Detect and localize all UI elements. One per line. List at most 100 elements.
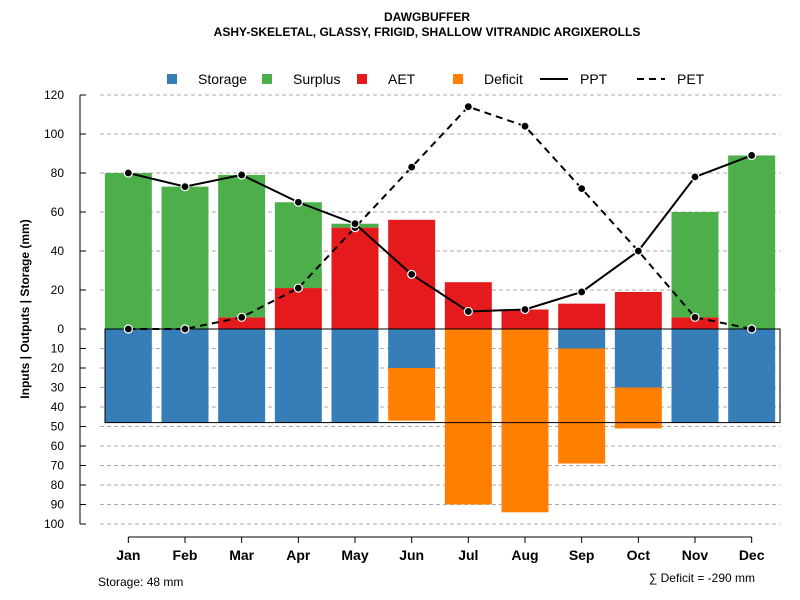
aet-bar <box>444 282 492 329</box>
storage-bar <box>671 329 719 423</box>
chart-title: DAWGBUFFER <box>384 10 470 24</box>
storage-bar <box>104 329 152 423</box>
x-tick-label: Feb <box>173 547 198 563</box>
y-tick-label: 120 <box>44 88 64 102</box>
chart-subtitle: ASHY-SKELETAL, GLASSY, FRIGID, SHALLOW V… <box>214 25 641 39</box>
ppt-line-point <box>463 306 473 317</box>
ppt-line-point <box>633 246 643 256</box>
y-tick-label: 70 <box>51 459 65 473</box>
deficit-bar <box>388 368 436 421</box>
pet-line-point <box>747 324 757 334</box>
storage-bar <box>161 329 209 423</box>
aet-bar <box>274 288 322 329</box>
storage-bar <box>728 329 776 423</box>
pet-line-point <box>520 121 530 131</box>
storage-bar <box>388 329 436 368</box>
legend-label-pet: PET <box>677 71 705 87</box>
ppt-line-point <box>407 269 417 279</box>
x-tick-label: May <box>341 547 368 563</box>
surplus-bar <box>104 173 152 329</box>
legend-swatch-surplus <box>262 74 272 84</box>
y-tick-label: 60 <box>51 439 65 453</box>
legend-label-aet: AET <box>388 71 416 87</box>
y-tick-label: 100 <box>44 517 64 531</box>
y-axis-label: Inputs | Outputs | Storage (mm) <box>18 219 32 398</box>
x-tick-label: Apr <box>286 547 311 563</box>
storage-annotation: Storage: 48 mm <box>98 575 183 589</box>
storage-bar <box>558 329 606 349</box>
deficit-annotation: ∑ Deficit = -290 mm <box>649 571 755 585</box>
y-tick-label: 10 <box>51 342 65 356</box>
aet-bar <box>218 317 266 329</box>
x-tick-label: Aug <box>511 547 538 563</box>
ppt-line-point <box>520 304 530 315</box>
ppt-line-point <box>123 168 133 178</box>
surplus-bar <box>274 202 322 289</box>
y-tick-label: 0 <box>57 322 64 336</box>
pet-line-point <box>407 162 417 172</box>
aet-bar <box>501 309 549 329</box>
y-tick-label: 40 <box>51 400 65 414</box>
pet-line-point <box>123 324 133 334</box>
pet-line-point <box>690 312 700 322</box>
pet-line-point <box>180 324 190 334</box>
ppt-line-point <box>293 197 303 207</box>
storage-bar <box>331 329 379 423</box>
gridlines <box>100 94 780 525</box>
legend-label-deficit: Deficit <box>484 71 523 87</box>
x-tick-label: Jul <box>458 547 478 563</box>
pet-line-point <box>293 283 303 293</box>
pet-line-point <box>463 102 473 112</box>
y-tick-label: 60 <box>51 205 65 219</box>
aet-bar <box>614 291 662 329</box>
ppt-line-point <box>350 219 360 229</box>
deficit-bar <box>558 348 606 464</box>
x-tick-label: Sep <box>569 547 595 563</box>
x-tick-label: Jun <box>399 547 424 563</box>
x-tick-label: Dec <box>739 547 765 563</box>
ppt-line-point <box>577 287 587 297</box>
y-tick-label: 90 <box>51 498 65 512</box>
surplus-bar <box>161 186 209 329</box>
ppt-line-point <box>237 170 247 180</box>
y-tick-label: 30 <box>51 381 65 395</box>
surplus-bar <box>728 155 776 329</box>
x-tick-label: Oct <box>627 547 651 563</box>
surplus-bar <box>671 212 719 318</box>
legend-label-surplus: Surplus <box>293 71 340 87</box>
y-tick-label: 20 <box>51 361 65 375</box>
aet-bar <box>558 303 606 329</box>
y-tick-label: 80 <box>51 166 65 180</box>
pet-line <box>128 105 752 330</box>
legend-swatch-storage <box>167 74 177 84</box>
bars-group <box>104 155 781 513</box>
x-tick-label: Nov <box>682 547 709 563</box>
y-tick-label: 20 <box>51 283 65 297</box>
legend-label-ppt: PPT <box>580 71 608 87</box>
lines-group <box>123 102 757 334</box>
legend-label-storage: Storage <box>198 71 247 87</box>
surplus-bar <box>218 174 266 318</box>
pet-line-point <box>577 184 587 194</box>
ppt-line-point <box>747 150 757 161</box>
y-tick-label: 40 <box>51 244 65 258</box>
y-tick-label: 80 <box>51 478 65 492</box>
axes-group: 0 20 40 60 80 100 120 10 20 30 40 50 60 70 80 90 100 Jan F… <box>44 88 765 563</box>
legend-swatch-deficit <box>453 74 463 84</box>
x-tick-label: Mar <box>229 547 254 563</box>
y-tick-label: 100 <box>44 127 64 141</box>
storage-bar <box>218 329 266 423</box>
ppt-line <box>128 154 753 313</box>
ppt-line-point <box>180 182 190 192</box>
aet-bar <box>671 317 719 329</box>
storage-bar <box>614 329 662 388</box>
legend-swatch-aet <box>357 74 367 84</box>
deficit-bar <box>444 329 492 505</box>
x-tick-label: Jan <box>116 547 140 563</box>
deficit-bar <box>614 387 662 429</box>
aet-bar <box>331 227 379 329</box>
y-tick-label: 50 <box>51 420 65 434</box>
pet-line-point <box>237 312 247 322</box>
ppt-line-point <box>690 172 700 182</box>
